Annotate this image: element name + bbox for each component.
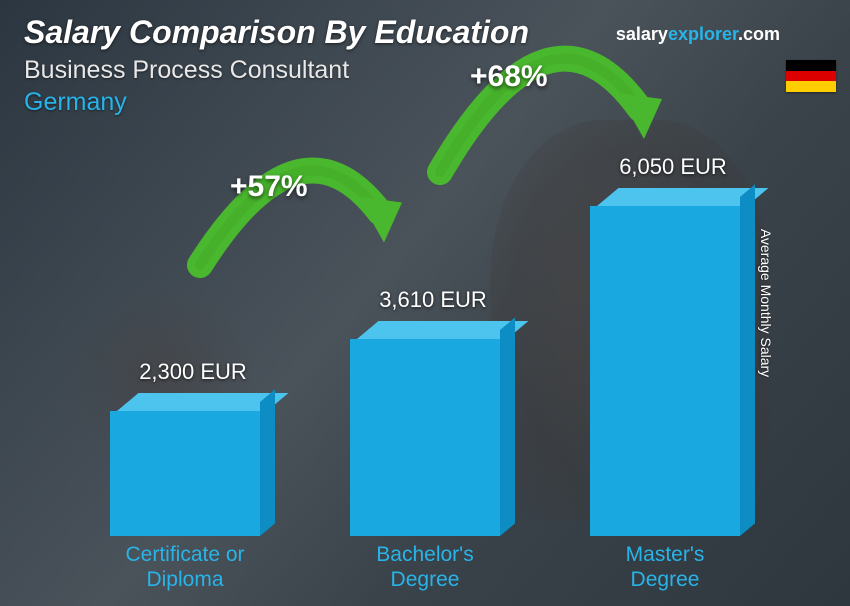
country: Germany (24, 88, 127, 117)
flag-icon (786, 60, 836, 92)
flag-stripe-1 (786, 71, 836, 82)
brand-accent: explorer (668, 24, 738, 44)
bar (590, 206, 740, 536)
increase-percent: +68% (470, 60, 548, 94)
bar-side-face (260, 389, 275, 536)
bar (350, 339, 500, 536)
subtitle: Business Process Consultant (24, 56, 349, 85)
increase-arrow (190, 130, 410, 280)
bar-side-face (740, 184, 755, 536)
flag-stripe-0 (786, 60, 836, 71)
chart: 2,300 EURCertificate orDiploma3,610 EURB… (50, 140, 790, 536)
bar (110, 411, 260, 536)
brand-post: .com (738, 24, 780, 44)
bar-category-label: Certificate orDiploma (125, 542, 244, 592)
infographic: Salary Comparison By Education Business … (0, 0, 850, 606)
increase-arrow (430, 10, 670, 190)
bar-category-label: Master'sDegree (626, 542, 705, 592)
increase-percent: +57% (230, 170, 308, 204)
bar-front-face (590, 206, 740, 536)
bar-front-face (350, 339, 500, 536)
flag-stripe-2 (786, 81, 836, 92)
bar-category-label: Bachelor'sDegree (376, 542, 473, 592)
bar-value-label: 2,300 EUR (139, 359, 247, 385)
bar-front-face (110, 411, 260, 536)
bar-side-face (500, 317, 515, 536)
